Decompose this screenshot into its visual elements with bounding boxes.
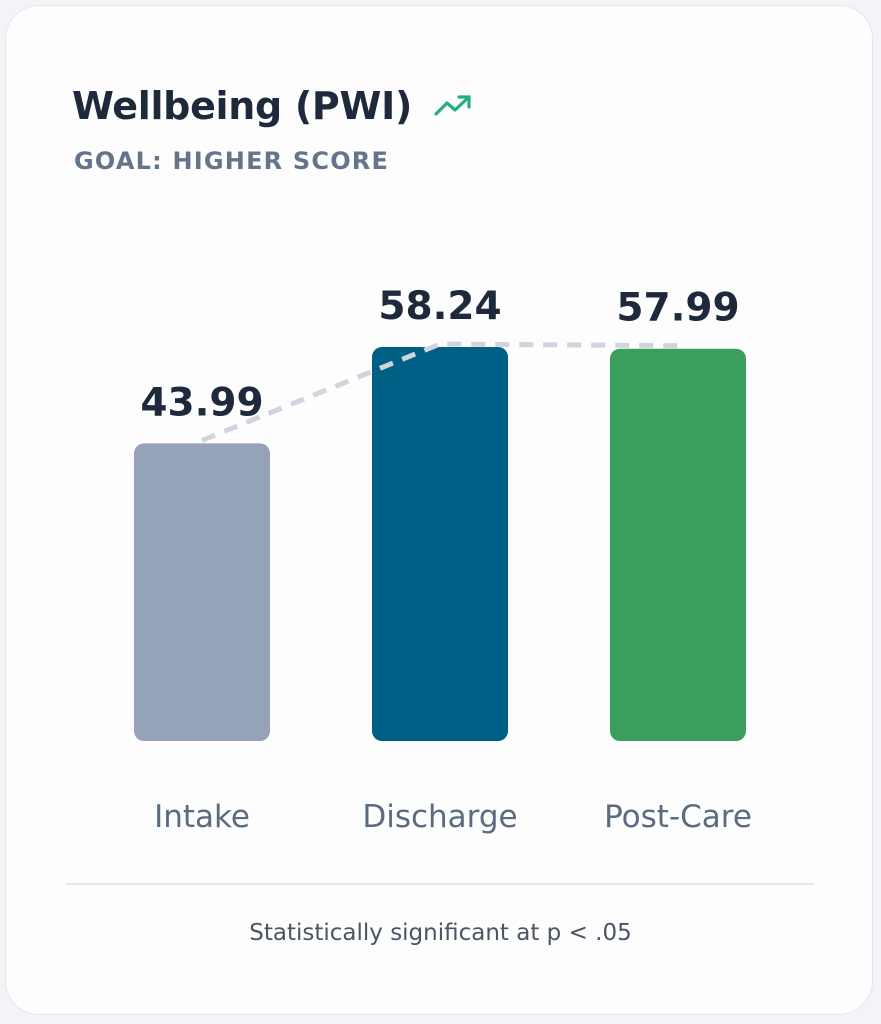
chart-subtitle: GOAL: HIGHER SCORE: [74, 147, 390, 175]
bar-value-label: 57.99: [616, 286, 739, 331]
footer-divider: [66, 883, 814, 885]
category-label: Intake: [154, 799, 250, 835]
bar-discharge: [372, 347, 508, 741]
category-label: Post-Care: [604, 799, 752, 835]
bar-value-label: 43.99: [140, 380, 263, 425]
trend-connector-line: [201, 341, 679, 443]
significance-note: Statistically significant at p < .05: [249, 920, 632, 946]
category-label: Discharge: [362, 799, 517, 835]
bar-post-care: [610, 348, 746, 741]
bar-intake: [134, 443, 270, 741]
trending-up-icon: [434, 95, 471, 116]
chart-title: Wellbeing (PWI): [72, 84, 413, 128]
bar-value-label: 58.24: [378, 284, 501, 329]
